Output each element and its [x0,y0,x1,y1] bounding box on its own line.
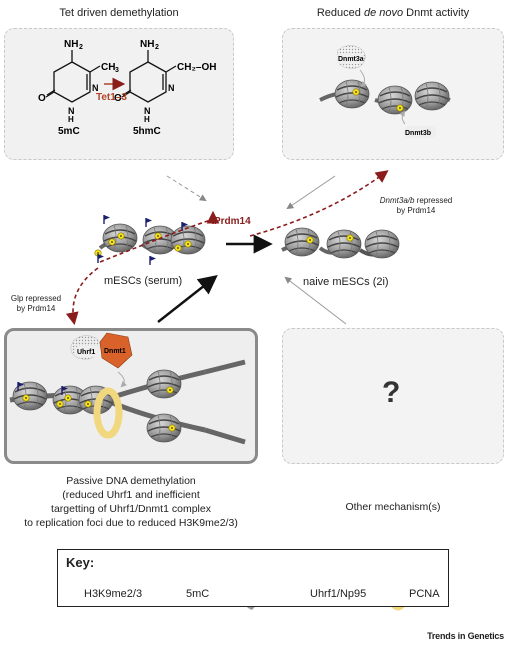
5hmc-nh2-label: NH [140,39,154,50]
prdm14-to-glp-arrow [65,267,99,326]
naive-nucleosome-array [281,227,400,259]
dnmt3b-blob [404,126,436,138]
5mc-n3-label: N [92,83,99,93]
5mc-name-label: 5mC [58,126,80,137]
uhrf1-dnmt1-complex [70,332,133,369]
tet-to-serum-arrow [166,175,207,202]
5mc-methyl-sub: 3 [115,67,119,74]
dnmt-title-italic: de novo [363,7,404,19]
dnmt3a-label: Dnmt3a [338,56,364,63]
5mc-nh2-label: NH [64,39,78,50]
key-uhrf1-label: Uhrf1/Np95 [310,588,367,600]
5mc-nh2-sub: 2 [79,44,83,51]
5hmc-ch2oh-label: CH₂–OH [177,62,216,73]
passive-to-naive-arrow [157,275,218,323]
dnmt-title-prefix: Reduced [316,7,364,19]
caption-line-4: to replication foci due to reduced H3K9m… [24,517,238,529]
pcna-ring [93,387,123,439]
dnmt3-nucleosome-array [319,79,451,115]
uhrf1-label: Uhrf1 [77,349,95,356]
caption-line-1: Passive DNA demethylation [66,475,196,487]
dnmt-to-naive-arrow [286,175,336,210]
5hmc-n1-label: N [144,106,151,116]
dnmt-title-suffix: Dnmt activity [403,7,470,19]
tet-enzyme-label: Tet1–3 [96,92,127,103]
key-5mc-label: 5mC [186,588,210,600]
naive-mescs-label: naive mESCs (2i) [303,276,389,288]
5hmc-n3-label: N [168,83,175,93]
dnmt1-recruit-arrow [117,371,127,388]
5hmc-h-label: H [144,115,150,124]
dnmt1-label: Dnmt1 [104,348,126,355]
other-mechanisms-panel [282,328,504,464]
journal-brand: Trends in Genetics [427,631,504,641]
other-mechanisms-caption: Other mechanism(s) [345,501,441,513]
dnmt3a-blob [336,45,366,69]
5mc-oxygen: O [38,93,46,104]
unknown-mechanism-mark: ? [382,376,401,409]
dnmt3b-arrow [399,110,406,125]
caption-line-3: targetting of Uhrf1/Dnmt1 complex [51,503,211,515]
key-h3k9-label: H3K9me2/3 [84,588,143,600]
5mc-n1-label: N [68,106,75,116]
5hmc-nh2-sub: 2 [155,44,159,51]
serum-mescs-label: mESCs (serum) [104,275,183,287]
glp-note-line2: by Prdm14 [16,304,56,313]
5hmc-oxygen: O [114,93,122,104]
glp-note-line1: Glp repressed [10,294,62,303]
serum-nucleosome-array [94,214,206,266]
dnmt3-note-rest: repressed [414,196,453,205]
5mc-methyl-label: CH [101,62,115,73]
prdm14-label: Prdm14 [214,216,251,227]
legend-key: Key: H3K9me2/3 5mC Uhrf1/Np95 PCNA [57,549,449,607]
dnmt3a-arrow [359,69,367,88]
5mc-h-label: H [68,115,74,124]
passive-demethylation-caption: Passive DNA demethylation (reduced Uhrf1… [0,474,262,530]
glp-repressed-note: Glp repressed by Prdm14 [4,294,68,314]
5mc-structure [45,50,101,103]
dnmt-panel-title: Reduced de novo Dnmt activity [282,7,504,19]
prdm14-to-dnmt-arrow [249,170,389,237]
daughter-nucleosomes [146,369,182,443]
dnmt3-repressed-note: Dnmt3a/b repressed by Prdm14 [368,196,464,216]
key-pcna-label: PCNA [409,588,440,600]
5hmc-name-label: 5hmC [133,126,161,137]
tet-panel-title: Tet driven demethylation [59,7,179,19]
tet-panel [4,28,234,160]
caption-line-2: (reduced Uhrf1 and inefficient [62,489,200,501]
5hmc-structure [121,50,177,103]
other-to-naive-arrow [284,276,347,325]
key-title: Key: [66,555,95,570]
dnmt3-note-italic: Dnmt3a/b [379,196,415,205]
dnmt3-note-line2: by Prdm14 [396,206,436,215]
dnmt3b-label: Dnmt3b [405,130,431,137]
